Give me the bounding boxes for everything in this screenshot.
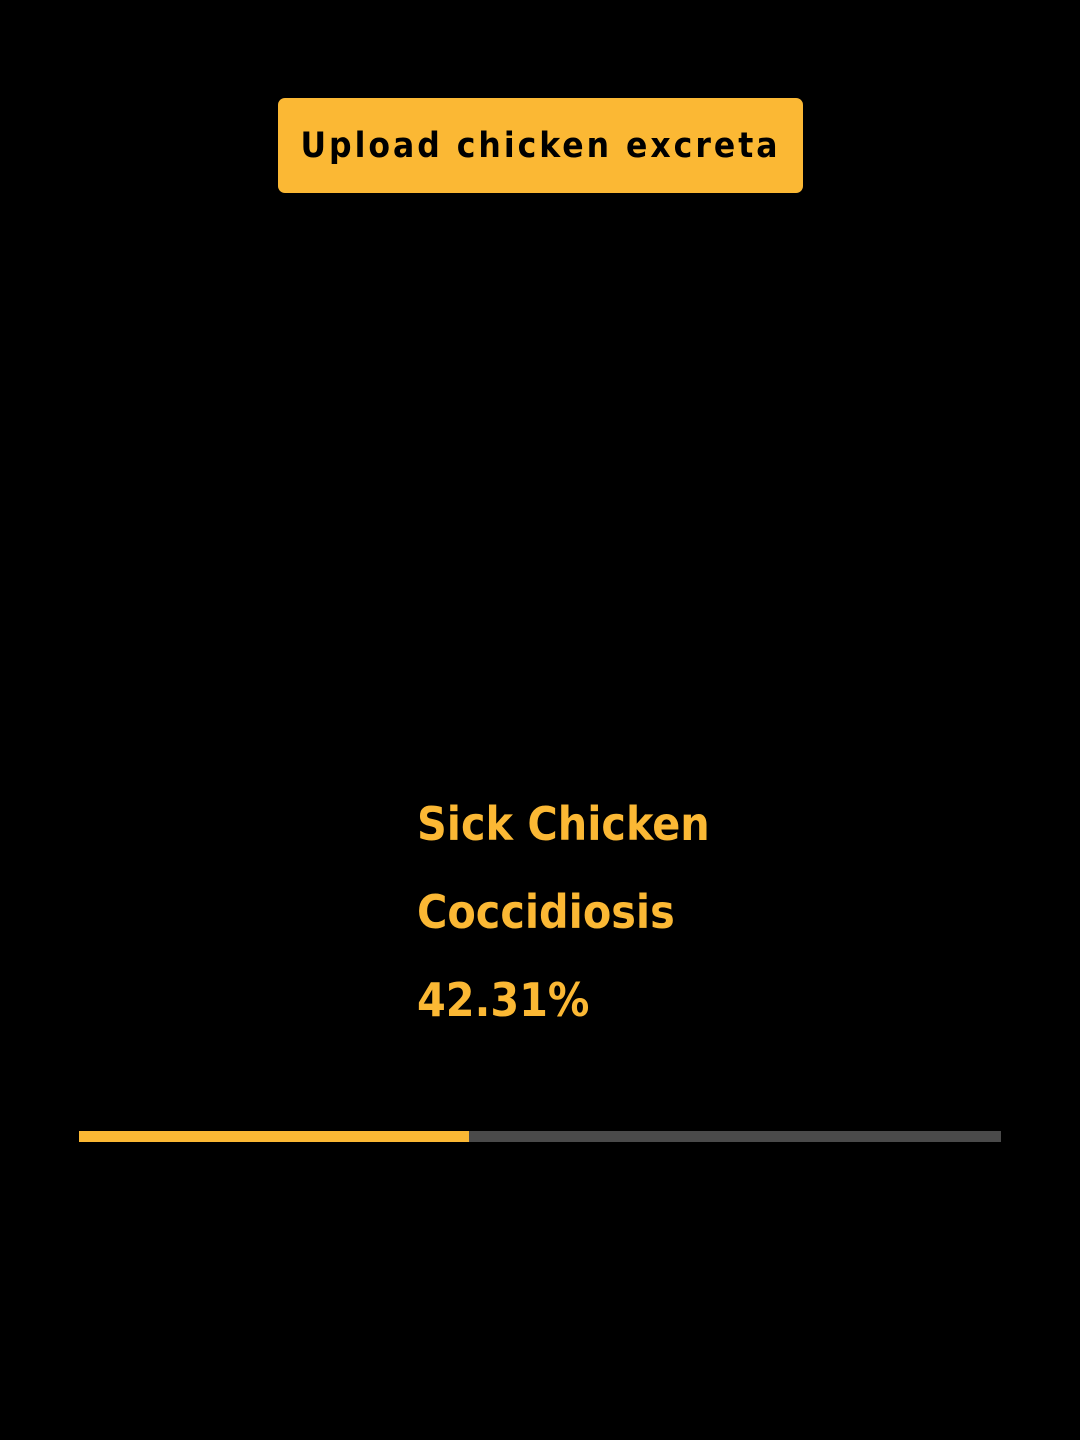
- confidence-progress-fill: [79, 1131, 470, 1142]
- upload-chicken-excreta-button[interactable]: Upload chicken excreta: [278, 98, 803, 193]
- confidence-progress-bar: [79, 1131, 1001, 1142]
- prediction-result: Sick Chicken Coccidiosis 42.31%: [417, 780, 710, 1044]
- health-status-label: Sick Chicken: [417, 797, 710, 851]
- disease-name-label: Coccidiosis: [417, 885, 675, 939]
- confidence-label: 42.31%: [417, 973, 590, 1027]
